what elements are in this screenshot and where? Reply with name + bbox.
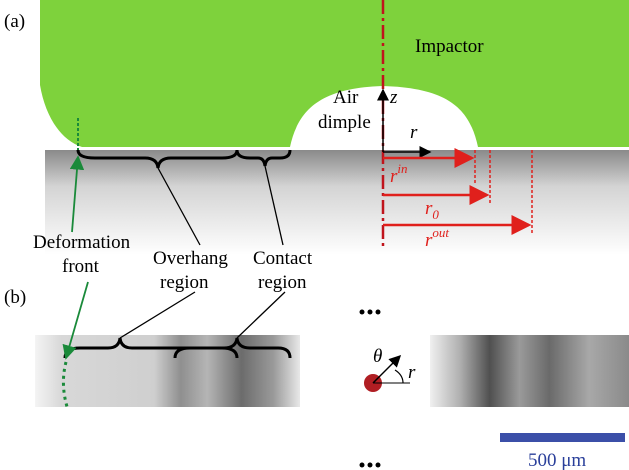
r-label: r bbox=[408, 362, 416, 383]
contact-label: Contact bbox=[253, 248, 313, 269]
air-dimple-label: dimple bbox=[318, 112, 371, 133]
contact-label: region bbox=[258, 272, 307, 293]
r-label: r bbox=[410, 122, 418, 143]
r-0-label: r0 bbox=[425, 198, 439, 222]
front-arrow bbox=[69, 155, 85, 233]
impactor-shape bbox=[40, 0, 629, 147]
angle-arc bbox=[394, 369, 404, 384]
r-in-label: rin bbox=[390, 161, 408, 187]
leader-lines bbox=[119, 291, 286, 339]
scale-bar bbox=[500, 433, 625, 442]
deformation-front-label: Deformation bbox=[33, 232, 131, 253]
theta-label: θ bbox=[373, 346, 382, 367]
front-arrow bbox=[62, 281, 89, 360]
leader-lines bbox=[157, 165, 284, 246]
panel-label: (b) bbox=[4, 287, 26, 308]
panel-label: (a) bbox=[4, 11, 25, 32]
deformation-front-label: front bbox=[62, 256, 100, 277]
image-strip bbox=[35, 335, 300, 407]
r-base: r bbox=[425, 198, 433, 219]
scale-bar-label: 500 μm bbox=[528, 450, 586, 470]
front-marker bbox=[61, 361, 70, 411]
r-out-label: rout bbox=[425, 225, 449, 251]
z-label: z bbox=[389, 87, 398, 108]
ellipsis bbox=[359, 309, 381, 468]
impactor-label: Impactor bbox=[415, 36, 484, 57]
radius-markers bbox=[474, 150, 533, 235]
radius-arrows bbox=[383, 148, 532, 235]
air-dimple-label: Air bbox=[333, 87, 359, 108]
r-base: r bbox=[390, 166, 398, 187]
substrate bbox=[45, 150, 629, 255]
r-sub: 0 bbox=[432, 207, 439, 222]
r-sup: in bbox=[397, 161, 407, 176]
overhang-label: Overhang bbox=[153, 248, 228, 269]
image-strip bbox=[430, 335, 629, 407]
r-sup: out bbox=[432, 225, 449, 240]
r-base: r bbox=[425, 230, 433, 251]
overhang-label: region bbox=[160, 272, 209, 293]
radial-arrow bbox=[372, 354, 402, 384]
